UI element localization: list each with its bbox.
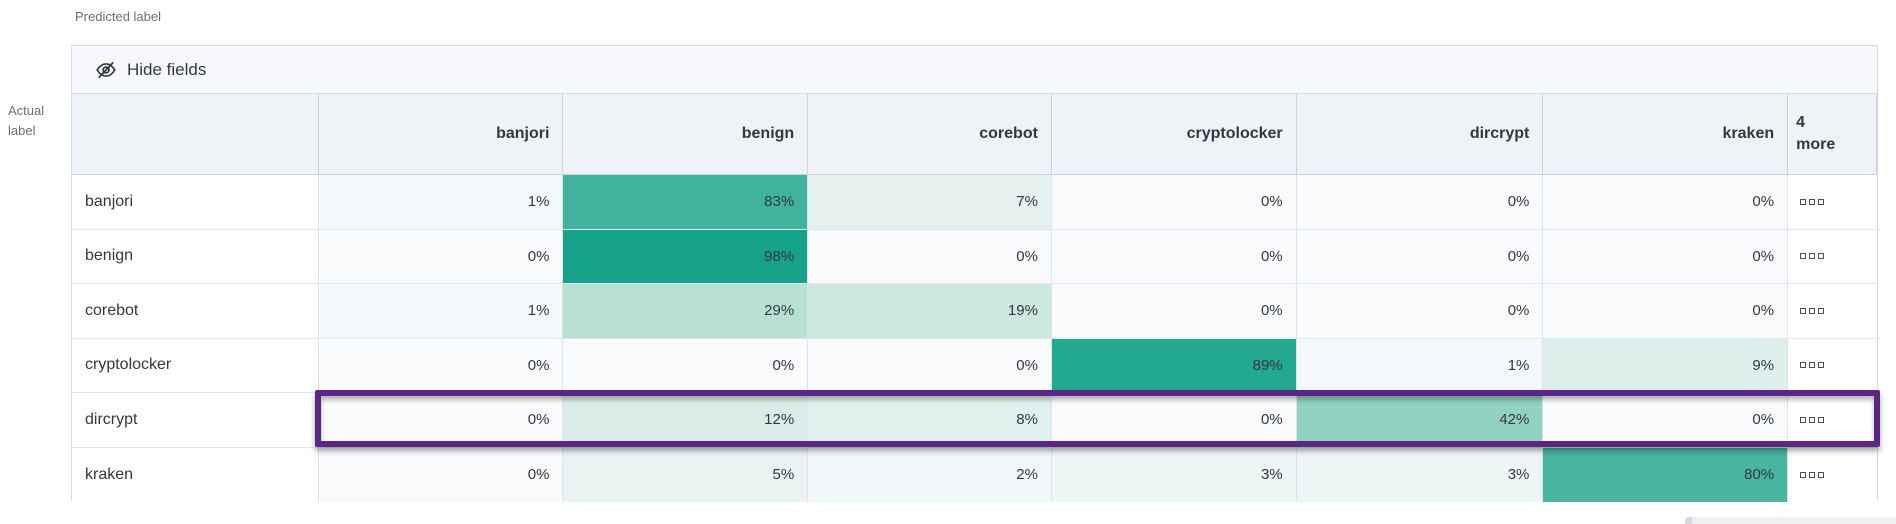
predicted-label: Predicted label bbox=[75, 9, 161, 24]
boxes-horizontal-icon bbox=[1800, 253, 1807, 260]
matrix-cell[interactable]: 9% bbox=[1543, 338, 1789, 392]
matrix-row-dircrypt: dircrypt 0% 12% 8% 0% 42% 0% bbox=[72, 393, 1878, 448]
matrix-row-cryptolocker: cryptolocker 0% 0% 0% 89% 1% 9% bbox=[72, 338, 1878, 393]
matrix-cell[interactable]: 0% bbox=[1543, 284, 1789, 338]
boxes-horizontal-icon bbox=[1809, 362, 1816, 369]
boxes-horizontal-icon bbox=[1818, 198, 1825, 205]
matrix-cell[interactable]: 0% bbox=[1296, 229, 1544, 283]
boxes-horizontal-icon bbox=[1818, 416, 1825, 423]
matrix-row-corebot: corebot 1% 29% 19% 0% 0% 0% bbox=[72, 284, 1878, 339]
matrix-cell[interactable]: 0% bbox=[1051, 229, 1297, 283]
row-label-cell[interactable]: benign bbox=[72, 229, 319, 283]
boxes-horizontal-icon bbox=[1809, 307, 1816, 314]
boxes-horizontal-icon bbox=[1809, 416, 1816, 423]
matrix-cell[interactable]: 0% bbox=[563, 338, 809, 392]
matrix-header-row: banjori benign corebot cryptolocker dircrypt… bbox=[72, 94, 1878, 175]
matrix-row-banjori: banjori 1% 83% 7% 0% 0% 0% bbox=[72, 175, 1878, 230]
more-values-cell[interactable] bbox=[1788, 338, 1878, 392]
matrix-cell[interactable]: 0% bbox=[808, 338, 1052, 392]
matrix-cell[interactable]: 3% bbox=[1051, 447, 1297, 502]
matrix-cell[interactable]: 29% bbox=[563, 284, 809, 338]
actual-label: Actual label bbox=[8, 101, 44, 141]
row-label-cell[interactable]: corebot bbox=[72, 284, 319, 338]
scrollbar-corner[interactable] bbox=[1685, 517, 1896, 524]
matrix-cell[interactable]: 8% bbox=[808, 393, 1052, 447]
matrix-cell[interactable]: 0% bbox=[1051, 393, 1297, 447]
more-values-cell[interactable] bbox=[1788, 284, 1878, 338]
matrix-cell[interactable]: 0% bbox=[1051, 284, 1297, 338]
matrix-cell[interactable]: 19% bbox=[808, 284, 1052, 338]
column-header-corebot[interactable]: corebot bbox=[808, 94, 1052, 174]
matrix-cell[interactable]: 1% bbox=[318, 284, 564, 338]
matrix-row-benign: benign 0% 98% 0% 0% 0% 0% bbox=[72, 229, 1878, 284]
matrix-cell[interactable]: 12% bbox=[563, 393, 809, 447]
eye-closed-icon bbox=[95, 59, 117, 81]
more-values-cell[interactable] bbox=[1788, 229, 1878, 283]
boxes-horizontal-icon bbox=[1818, 253, 1825, 260]
actual-label-line2: label bbox=[8, 123, 36, 138]
boxes-horizontal-icon bbox=[1800, 416, 1807, 423]
confusion-matrix-grid: Hide fields banjori benign corebot cryptolo… bbox=[71, 45, 1878, 502]
more-values-cell[interactable] bbox=[1788, 447, 1878, 502]
column-header-dircrypt[interactable]: dircrypt bbox=[1297, 94, 1544, 174]
column-header-more[interactable]: 4 more bbox=[1788, 94, 1878, 174]
header-corner-cell bbox=[72, 94, 319, 174]
column-header-benign[interactable]: benign bbox=[563, 94, 809, 174]
matrix-cell[interactable]: 0% bbox=[318, 338, 564, 392]
boxes-horizontal-icon bbox=[1800, 471, 1807, 478]
matrix-cell[interactable]: 1% bbox=[318, 175, 564, 229]
matrix-cell[interactable]: 3% bbox=[1296, 447, 1544, 502]
matrix-cell[interactable]: 0% bbox=[1543, 229, 1789, 283]
matrix-cell[interactable]: 0% bbox=[318, 393, 564, 447]
boxes-horizontal-icon bbox=[1818, 471, 1825, 478]
boxes-horizontal-icon bbox=[1800, 307, 1807, 314]
column-header-banjori[interactable]: banjori bbox=[319, 94, 564, 174]
boxes-horizontal-icon bbox=[1809, 471, 1816, 478]
row-label-cell[interactable]: banjori bbox=[72, 175, 319, 229]
boxes-horizontal-icon bbox=[1818, 307, 1825, 314]
column-header-cryptolocker[interactable]: cryptolocker bbox=[1052, 94, 1297, 174]
matrix-body: banjori 1% 83% 7% 0% 0% 0% benign 0% 98% 0% 0% 0% 0% c… bbox=[72, 175, 1878, 502]
row-label-cell[interactable]: dircrypt bbox=[72, 393, 319, 447]
boxes-horizontal-icon bbox=[1809, 253, 1816, 260]
boxes-horizontal-icon bbox=[1818, 362, 1825, 369]
matrix-cell[interactable]: 0% bbox=[1543, 393, 1789, 447]
hide-fields-button[interactable]: Hide fields bbox=[95, 59, 206, 81]
more-header-line: 4 bbox=[1796, 114, 1806, 131]
matrix-cell[interactable]: 98% bbox=[563, 229, 809, 283]
matrix-cell[interactable]: 42% bbox=[1296, 393, 1544, 447]
actual-label-line1: Actual bbox=[8, 103, 45, 118]
column-header-kraken[interactable]: kraken bbox=[1543, 94, 1789, 174]
matrix-cell[interactable]: 0% bbox=[318, 447, 564, 502]
matrix-cell[interactable]: 89% bbox=[1051, 338, 1297, 392]
more-header-line: more bbox=[1796, 136, 1836, 153]
matrix-cell[interactable]: 83% bbox=[563, 175, 809, 229]
boxes-horizontal-icon bbox=[1800, 198, 1807, 205]
matrix-cell[interactable]: 7% bbox=[808, 175, 1052, 229]
matrix-row-kraken: kraken 0% 5% 2% 3% 3% 80% bbox=[72, 447, 1878, 502]
matrix-cell[interactable]: 1% bbox=[1296, 338, 1544, 392]
row-label-cell[interactable]: cryptolocker bbox=[72, 338, 319, 392]
more-values-cell[interactable] bbox=[1788, 393, 1878, 447]
boxes-horizontal-icon bbox=[1809, 198, 1816, 205]
matrix-cell[interactable]: 0% bbox=[1296, 284, 1544, 338]
matrix-cell[interactable]: 0% bbox=[808, 229, 1052, 283]
row-label-cell[interactable]: kraken bbox=[72, 447, 319, 502]
grid-toolbar: Hide fields bbox=[72, 46, 1877, 94]
matrix-cell[interactable]: 0% bbox=[1296, 175, 1544, 229]
more-values-cell[interactable] bbox=[1788, 175, 1878, 229]
matrix-cell[interactable]: 0% bbox=[1051, 175, 1297, 229]
matrix-cell[interactable]: 5% bbox=[563, 447, 809, 502]
matrix-cell[interactable]: 0% bbox=[318, 229, 564, 283]
matrix-cell[interactable]: 2% bbox=[808, 447, 1052, 502]
matrix-cell[interactable]: 0% bbox=[1543, 175, 1789, 229]
matrix-cell[interactable]: 80% bbox=[1543, 447, 1789, 502]
boxes-horizontal-icon bbox=[1800, 362, 1807, 369]
hide-fields-label: Hide fields bbox=[127, 59, 207, 79]
